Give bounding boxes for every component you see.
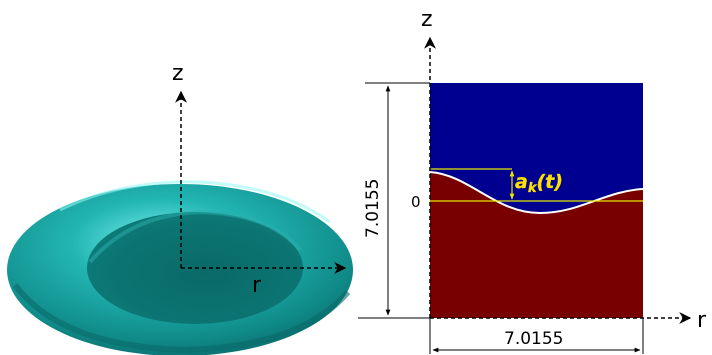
- right-r-label: r: [697, 308, 707, 333]
- width-label: 7.0155: [504, 329, 563, 349]
- amplitude-subscript: k: [528, 181, 538, 196]
- cross-section-view: ak(t) z r 0 7.0155 7.0155: [358, 7, 707, 354]
- disk-rim-highlight: [59, 180, 331, 224]
- amplitude-symbol: a: [515, 171, 528, 193]
- amplitude-argument: (t): [536, 171, 562, 193]
- left-r-label: r: [252, 273, 262, 298]
- left-z-label: z: [172, 61, 184, 86]
- lower-fluid: [430, 172, 643, 318]
- zero-label: 0: [411, 193, 421, 211]
- disk-inner-shade: [88, 209, 302, 264]
- disk-view: z r: [7, 61, 353, 355]
- height-label: 7.0155: [363, 179, 383, 238]
- disk-lower-shade: [12, 283, 351, 354]
- right-z-label: z: [421, 7, 433, 32]
- interface-curve: [429, 171, 644, 215]
- amplitude-label: ak(t): [515, 171, 563, 196]
